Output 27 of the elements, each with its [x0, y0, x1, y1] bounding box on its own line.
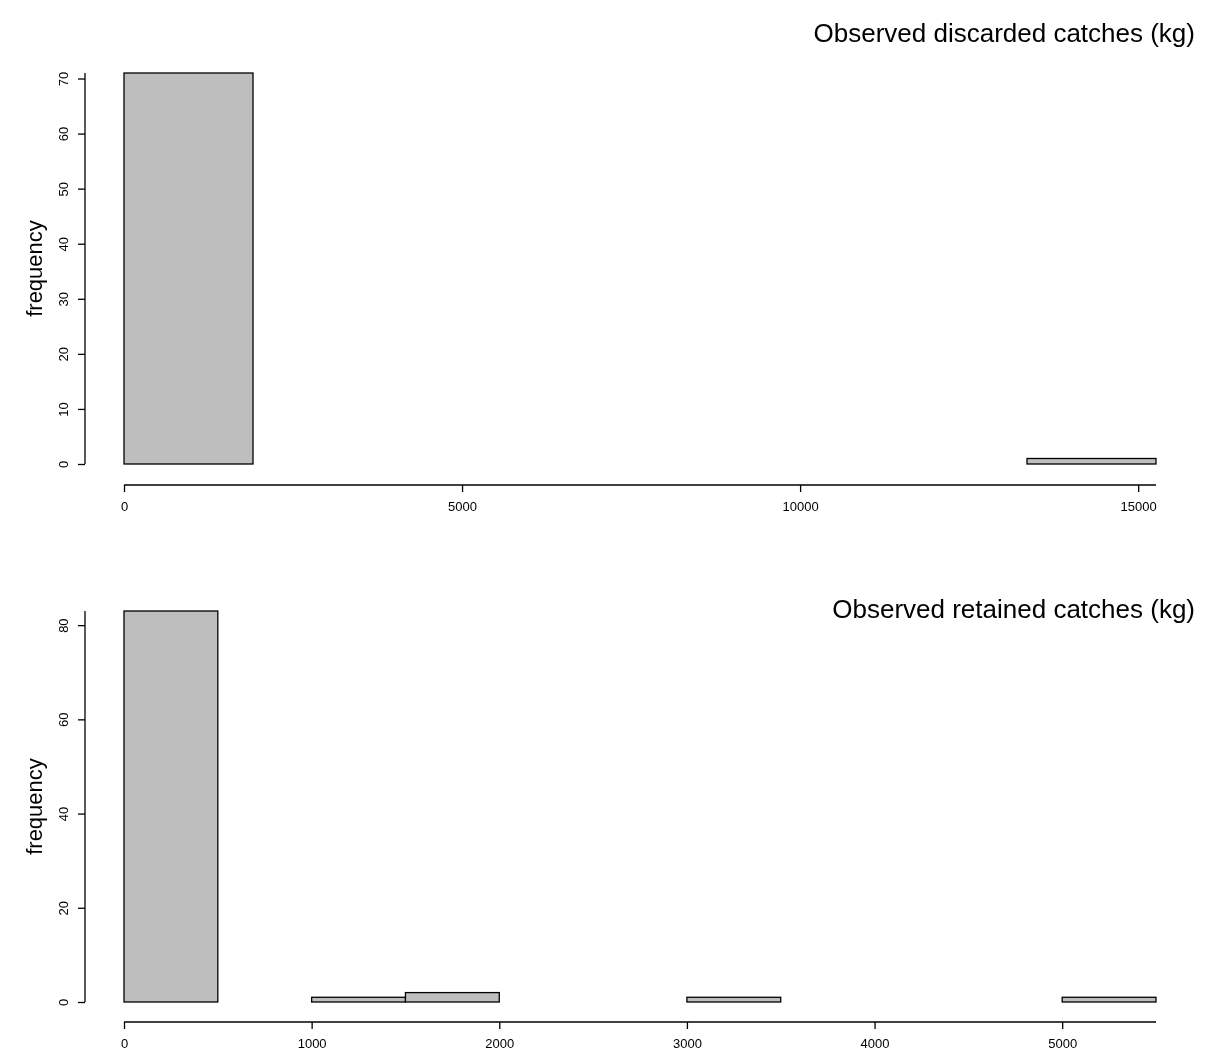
y-tick-label: 60	[55, 712, 71, 728]
x-tick-label: 0	[120, 499, 129, 515]
chart-title: Observed retained catches (kg)	[832, 594, 1195, 624]
y-tick-label: 50	[55, 181, 71, 197]
y-tick-label: 0	[55, 460, 71, 469]
y-tick-label: 30	[55, 292, 71, 307]
x-tick-label: 5000	[448, 499, 478, 515]
y-axis-title: frequency	[22, 220, 47, 317]
x-tick-label: 1000	[297, 1036, 327, 1052]
x-tick-label: 10000	[782, 499, 819, 515]
y-tick-label: 20	[55, 347, 71, 362]
x-tick-label: 5000	[1048, 1036, 1078, 1052]
x-tick-label: 2000	[485, 1036, 515, 1052]
x-tick-label: 15000	[1120, 499, 1157, 515]
y-tick-label: 0	[55, 998, 71, 1007]
y-tick-label: 80	[55, 618, 71, 633]
y-tick-label: 20	[55, 901, 71, 916]
y-axis-title: frequency	[22, 758, 47, 855]
y-tick-label: 40	[55, 806, 71, 822]
x-tick-label: 0	[120, 1036, 129, 1052]
y-tick-label: 70	[55, 71, 71, 87]
y-tick-label: 60	[55, 126, 71, 142]
y-tick-label: 10	[55, 402, 71, 417]
x-tick-label: 3000	[672, 1036, 702, 1052]
x-tick-label: 4000	[860, 1036, 890, 1052]
y-tick-label: 40	[55, 236, 71, 252]
chart-title: Observed discarded catches (kg)	[813, 18, 1195, 48]
